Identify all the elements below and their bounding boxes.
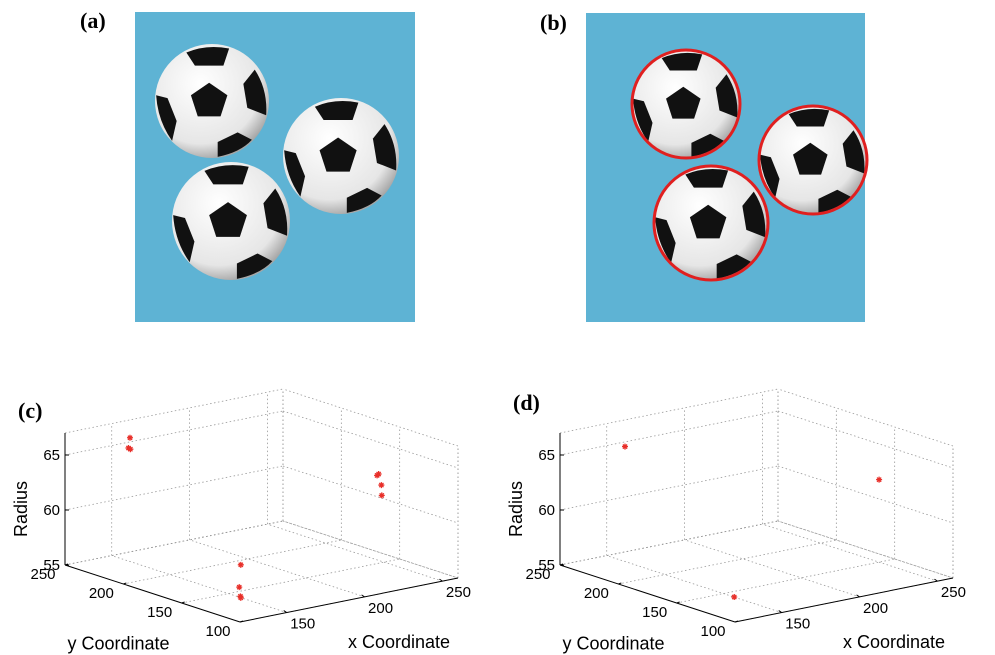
box-edge: [778, 389, 953, 446]
grid-line: [778, 466, 953, 523]
page: (a) (b) 150 200 250 100 150 200 250 55 60 65 Radiu…: [0, 0, 995, 655]
y-tick-label: 150: [147, 604, 172, 621]
y-axis-label: y Coordinate: [562, 634, 664, 654]
panel-label: (c): [18, 398, 42, 423]
x-tick-label: 150: [785, 616, 810, 633]
figure: (a) (b) 150 200 250 100 150 200 250 55 60 65 Radiu…: [0, 0, 995, 655]
grid-line: [112, 556, 287, 613]
grid-line: [65, 521, 283, 565]
x-tick-label: 200: [368, 600, 393, 617]
panel-label: (b): [540, 10, 567, 35]
z-tick-label: 60: [538, 502, 555, 519]
data-point: [622, 444, 628, 450]
z-axis-label: Radius: [11, 481, 31, 537]
grid-line: [283, 466, 458, 523]
data-point: [379, 492, 385, 498]
data-point: [731, 594, 737, 600]
z-tick-label: 55: [43, 557, 60, 574]
z-tick-label: 60: [43, 502, 60, 519]
data-point: [378, 482, 384, 488]
data-point: [238, 562, 244, 568]
data-point: [127, 435, 133, 441]
grid-line: [283, 411, 458, 468]
z-tick-label: 65: [43, 447, 60, 464]
z-tick-label: 55: [538, 557, 555, 574]
y-tick-label: 100: [205, 623, 230, 640]
data-point: [236, 584, 242, 590]
y-tick-label: 150: [642, 604, 667, 621]
panel-label: (d): [513, 390, 540, 415]
y-axis-label: y Coordinate: [67, 634, 169, 654]
z-tick-label: 65: [538, 447, 555, 464]
data-point: [876, 477, 882, 483]
data-point: [374, 472, 380, 478]
grid-line: [685, 540, 860, 597]
grid-line: [65, 466, 283, 510]
x-axis-label: x Coordinate: [843, 632, 945, 652]
box-edge: [65, 389, 283, 433]
x-tick-label: 150: [290, 616, 315, 633]
x-tick-label: 250: [941, 584, 966, 601]
grid-line: [190, 540, 365, 597]
y-tick-label: 200: [89, 585, 114, 602]
data-point: [238, 595, 244, 601]
grid-line: [762, 524, 937, 581]
x-tick-label: 250: [446, 584, 471, 601]
grid-line: [560, 411, 778, 455]
grid-line: [607, 556, 782, 613]
box-edge: [560, 389, 778, 433]
z-axis-label: Radius: [506, 481, 526, 537]
grid-line: [65, 411, 283, 455]
grid-line: [778, 411, 953, 468]
x-tick-label: 200: [863, 600, 888, 617]
panel-label: (a): [80, 8, 106, 33]
x-axis-label: x Coordinate: [348, 632, 450, 652]
grid-line: [267, 524, 442, 581]
box-edge: [283, 389, 458, 446]
y-tick-label: 200: [584, 585, 609, 602]
grid-line: [560, 521, 778, 565]
grid-line: [560, 466, 778, 510]
y-tick-label: 100: [700, 623, 725, 640]
